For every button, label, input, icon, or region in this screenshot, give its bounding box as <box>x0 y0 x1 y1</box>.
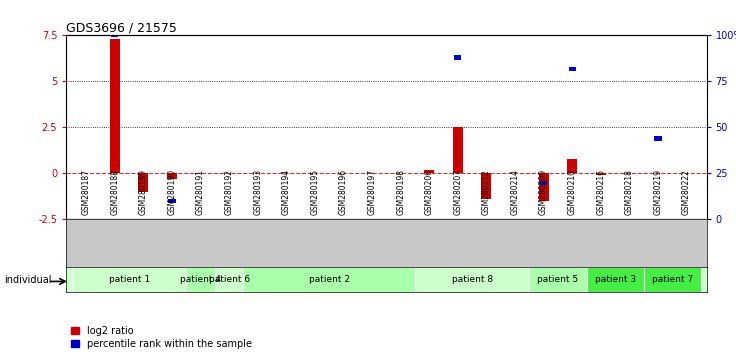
Bar <box>529 267 587 292</box>
Bar <box>454 56 461 59</box>
Bar <box>654 136 662 141</box>
Bar <box>540 181 547 185</box>
Text: GDS3696 / 21575: GDS3696 / 21575 <box>66 21 177 34</box>
Bar <box>539 173 548 201</box>
Bar <box>167 173 177 179</box>
Bar <box>644 267 701 292</box>
Bar <box>569 67 576 70</box>
Bar <box>415 267 529 292</box>
Text: patient 7: patient 7 <box>651 275 693 284</box>
Bar <box>587 267 644 292</box>
Bar <box>72 267 186 292</box>
Bar <box>481 173 492 199</box>
Bar <box>424 170 434 173</box>
Bar <box>169 199 176 203</box>
Text: patient 8: patient 8 <box>452 275 492 284</box>
Text: patient 5: patient 5 <box>537 275 578 284</box>
Text: patient 2: patient 2 <box>308 275 350 284</box>
Bar <box>453 127 463 173</box>
Text: patient 6: patient 6 <box>208 275 250 284</box>
Bar <box>215 267 244 292</box>
Bar <box>595 173 606 175</box>
Bar <box>111 33 118 38</box>
Text: patient 1: patient 1 <box>109 275 149 284</box>
Bar <box>138 173 149 192</box>
Text: patient 4: patient 4 <box>180 275 221 284</box>
Text: individual: individual <box>4 275 52 285</box>
Bar <box>567 159 577 173</box>
Bar <box>110 39 120 173</box>
Text: patient 3: patient 3 <box>595 275 636 284</box>
Bar <box>244 267 415 292</box>
Legend: log2 ratio, percentile rank within the sample: log2 ratio, percentile rank within the s… <box>71 326 252 349</box>
Bar <box>186 267 215 292</box>
